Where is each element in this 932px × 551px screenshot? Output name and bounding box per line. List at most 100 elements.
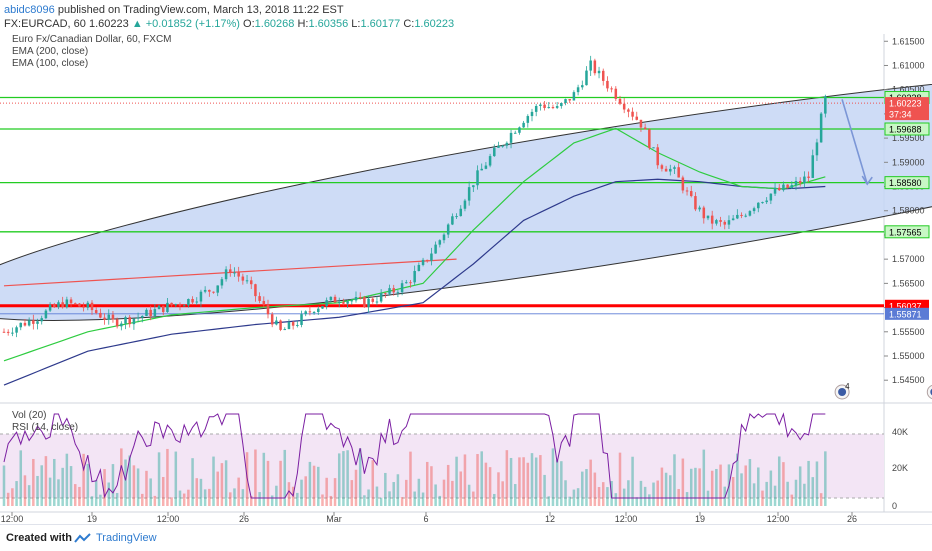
published-text: published on TradingView.com, March 13, … — [57, 4, 344, 16]
candle-body — [769, 193, 773, 201]
volume-bar — [65, 453, 69, 506]
ema200-legend[interactable]: EMA (200, close) — [12, 46, 89, 57]
candle-body — [505, 142, 509, 146]
candle-body — [576, 87, 580, 93]
volume-bar — [652, 482, 655, 506]
candle-body — [731, 218, 735, 221]
volume-bar — [811, 477, 815, 506]
volume-bar — [685, 492, 689, 506]
candle-body — [631, 111, 634, 117]
candle-body — [308, 311, 312, 313]
chart-header: abidc8096 published on TradingView.com, … — [0, 0, 932, 34]
volume-bar — [304, 476, 307, 506]
candle-body — [765, 200, 768, 203]
publish-line: abidc8096 published on TradingView.com, … — [4, 4, 344, 16]
created-with-text: Created with — [6, 532, 73, 544]
volume-bar — [69, 466, 73, 506]
volume-bar — [149, 478, 152, 506]
candle-body — [480, 168, 483, 171]
candle-body — [296, 324, 299, 326]
volume-bar — [576, 488, 580, 506]
volume-bar — [572, 489, 576, 506]
volume-bar — [400, 497, 404, 506]
volume-bar — [513, 484, 517, 506]
candle-body — [819, 113, 823, 143]
candle-body — [530, 111, 534, 117]
rsi-legend[interactable]: RSI (14, close) — [12, 422, 79, 433]
candle-body — [572, 92, 576, 101]
volume-bar — [635, 497, 639, 506]
candle-body — [337, 301, 341, 303]
candle-body — [815, 142, 819, 156]
volume-tick-label: 40K — [892, 427, 908, 437]
volume-bar — [392, 482, 395, 506]
volume-bar — [229, 492, 232, 506]
candle-body — [363, 297, 366, 308]
candle-body — [757, 202, 760, 209]
candle-body — [497, 145, 500, 148]
volume-bar — [807, 460, 810, 506]
volume-bar — [388, 491, 391, 506]
candle-body — [141, 315, 144, 318]
x-tick-label: 12 — [545, 514, 555, 524]
volume-bar — [681, 458, 685, 506]
volume-bar — [715, 468, 718, 506]
candle-body — [379, 293, 383, 302]
price-label-box — [885, 97, 929, 110]
candle-body — [36, 321, 39, 324]
volume-bar — [53, 458, 56, 506]
candle-body — [425, 259, 429, 261]
volume-bar — [396, 474, 400, 506]
x-tick-label: 26 — [847, 514, 857, 524]
volume-bar — [61, 467, 64, 506]
volume-bar — [203, 489, 207, 506]
candle-body — [136, 317, 140, 319]
volume-bar — [769, 470, 773, 506]
volume-bar — [375, 486, 379, 506]
volume-bar — [333, 478, 337, 506]
low-label: L: — [351, 18, 361, 30]
volume-bar — [86, 463, 90, 506]
volume-bar — [283, 449, 287, 506]
candle-body — [660, 165, 664, 169]
volume-bar — [710, 470, 714, 506]
volume-bar — [677, 488, 680, 506]
event-marker-flag-icon — [838, 388, 847, 396]
y-tick-label: 1.58000 — [892, 206, 925, 216]
volume-bar — [417, 478, 421, 506]
volume-bar — [601, 482, 605, 506]
volume-bar — [241, 489, 245, 506]
candle-body — [606, 80, 609, 89]
price-label-text: 1.55871 — [889, 309, 922, 319]
volume-bar — [367, 489, 370, 506]
volume-bar — [182, 493, 186, 506]
ema100-legend[interactable]: EMA (100, close) — [12, 58, 89, 69]
price-chart[interactable]: 1.615001.610001.605001.600001.595001.590… — [0, 0, 932, 524]
x-tick-label: 12:00 — [157, 514, 180, 524]
author-link[interactable]: abidc8096 — [4, 4, 55, 16]
volume-bar — [94, 480, 98, 506]
high-label: H: — [297, 18, 309, 30]
candle-body — [744, 215, 747, 217]
volume-bar — [99, 494, 102, 506]
candle-body — [509, 132, 513, 143]
volume-bar — [803, 483, 806, 506]
candle-body — [82, 306, 85, 308]
volume-bar — [166, 448, 169, 506]
candle-body — [648, 129, 651, 149]
volume-bar — [476, 454, 479, 506]
candle-body — [103, 317, 106, 320]
candle-body — [798, 181, 802, 184]
low-value: 1.60177 — [360, 18, 401, 30]
indicator-legend: Vol (20) RSI (14, close) — [12, 410, 78, 434]
volume-bar — [350, 480, 354, 506]
volume-legend[interactable]: Vol (20) — [12, 410, 47, 421]
candle-body — [69, 299, 73, 304]
candle-body — [258, 296, 261, 301]
candle-body — [622, 103, 626, 110]
volume-bar — [19, 450, 23, 506]
tradingview-link[interactable]: TradingView — [96, 532, 157, 544]
y-tick-label: 1.61500 — [892, 36, 925, 46]
candle-body — [27, 320, 31, 326]
candle-body — [132, 318, 136, 325]
